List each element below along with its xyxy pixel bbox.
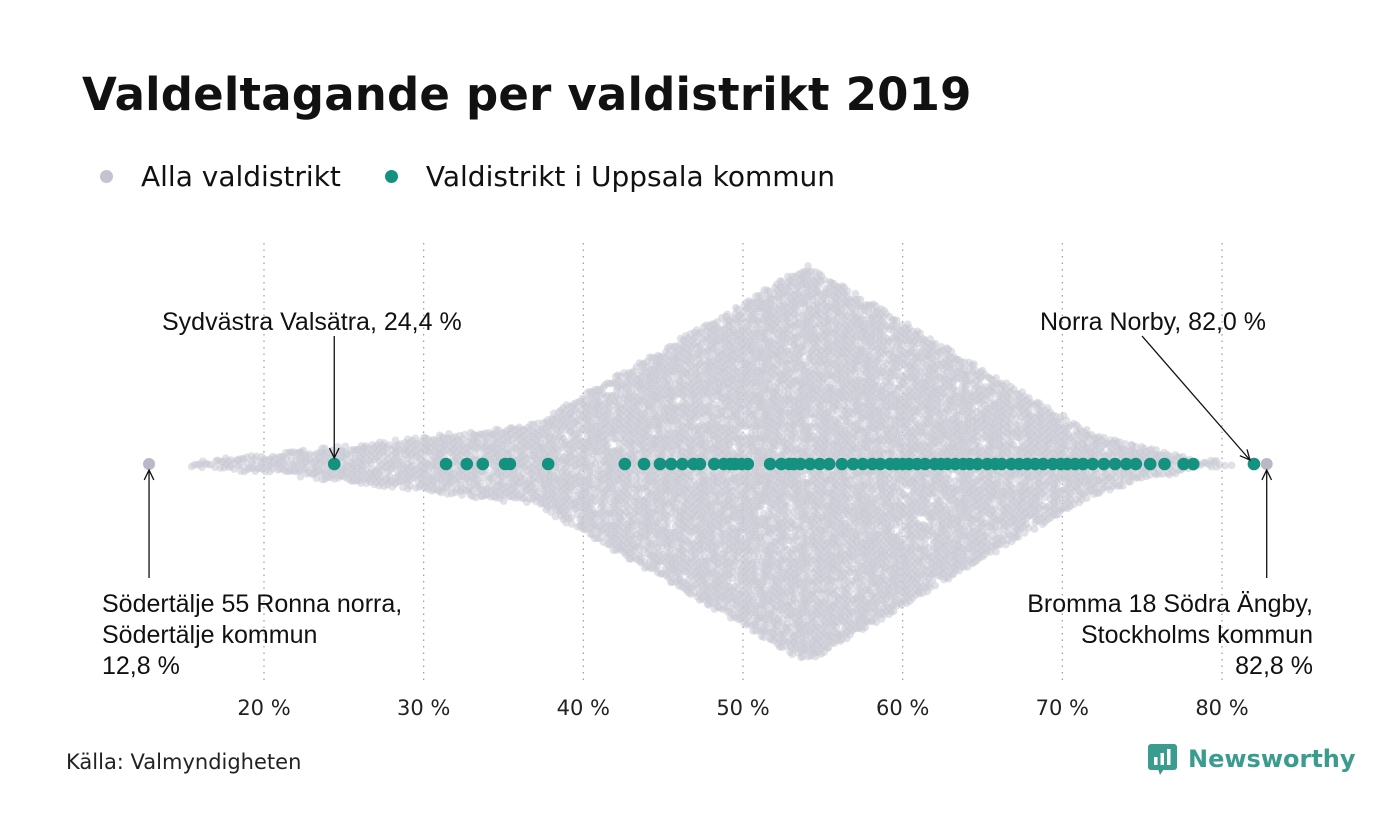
district-point [645, 533, 653, 541]
district-point [296, 472, 305, 481]
legend-item-uppsala: Valdistrikt i Uppsala kommun [384, 160, 836, 193]
district-point [499, 497, 508, 505]
district-point [252, 452, 261, 461]
legend-label-uppsala: Valdistrikt i Uppsala kommun [425, 160, 836, 193]
legend-label-all: Alla valdistrikt [141, 160, 341, 193]
chart-title: Valdeltagande per valdistrikt 2019 [82, 68, 972, 121]
district-point [593, 453, 602, 462]
legend: Alla valdistrikt Valdistrikt i Uppsala k… [100, 160, 879, 193]
district-point [603, 441, 612, 449]
legend-item-all: Alla valdistrikt [100, 160, 341, 193]
district-point [664, 517, 672, 526]
district-point [551, 512, 560, 521]
district-point [604, 490, 612, 499]
district-point [603, 435, 612, 443]
district-point [476, 480, 485, 488]
district-point [479, 473, 488, 482]
district-point [406, 482, 415, 490]
district-point [591, 460, 600, 468]
legend-dot-uppsala [384, 170, 398, 183]
legend-dot-all [100, 170, 113, 183]
district-point [590, 515, 599, 524]
district-point [533, 487, 542, 496]
district-point [567, 514, 576, 522]
district-point [461, 430, 469, 439]
district-point [420, 452, 428, 461]
district-point [645, 452, 654, 461]
district-point [534, 419, 542, 428]
district-point [567, 520, 576, 528]
district-point [341, 442, 350, 451]
district-point [237, 461, 245, 469]
district-point [312, 474, 321, 483]
district-point [627, 474, 636, 483]
district-point [646, 427, 654, 436]
district-point [606, 404, 615, 413]
